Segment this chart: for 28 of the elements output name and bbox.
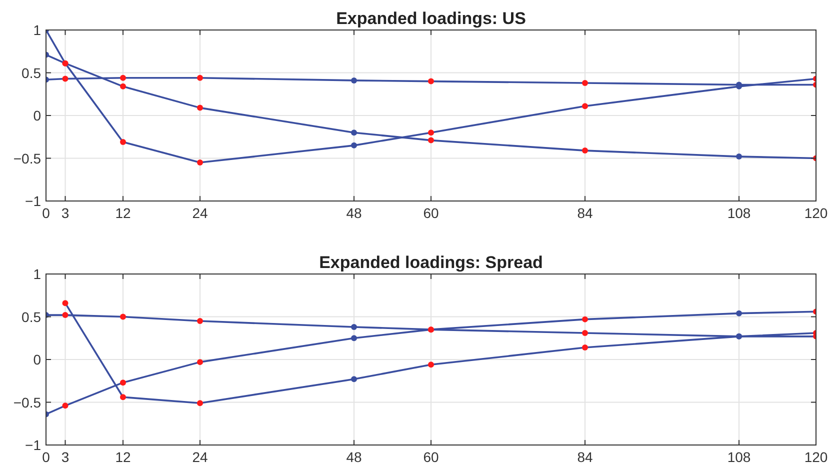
x-tick-label: 60 xyxy=(423,449,439,465)
y-tick-label: 1 xyxy=(33,266,42,282)
x-tick-label: 3 xyxy=(61,205,70,221)
y-tick-label: −0.5 xyxy=(13,150,42,166)
x-tick-label: 120 xyxy=(804,205,828,221)
y-tick-label: 0 xyxy=(33,352,42,368)
chart-title: Expanded loadings: Spread xyxy=(319,253,543,272)
x-tick-label: 24 xyxy=(192,205,208,221)
x-tick-label: 3 xyxy=(61,449,70,465)
y-tick-label: 1 xyxy=(33,22,42,38)
x-tick-label: 84 xyxy=(577,205,593,221)
y-tick-label: −1 xyxy=(25,437,42,453)
x-tick-label: 48 xyxy=(346,205,362,221)
y-tick-label: 0.5 xyxy=(22,308,42,325)
x-tick-label: 108 xyxy=(727,205,751,221)
x-tick-label: 12 xyxy=(115,205,131,221)
x-tick-label: 12 xyxy=(115,449,131,465)
x-tick-label: 60 xyxy=(423,205,439,221)
x-tick-label: 48 xyxy=(346,449,362,465)
x-tick-label: 84 xyxy=(577,449,593,465)
x-tick-label: 120 xyxy=(804,449,828,465)
y-tick-label: −0.5 xyxy=(13,394,42,410)
y-tick-label: 0 xyxy=(33,108,42,124)
chart-title: Expanded loadings: US xyxy=(336,9,526,28)
y-tick-label: 0.5 xyxy=(22,64,42,81)
x-tick-label: 24 xyxy=(192,449,208,465)
x-tick-label: 108 xyxy=(727,449,751,465)
y-tick-label: −1 xyxy=(25,193,42,209)
